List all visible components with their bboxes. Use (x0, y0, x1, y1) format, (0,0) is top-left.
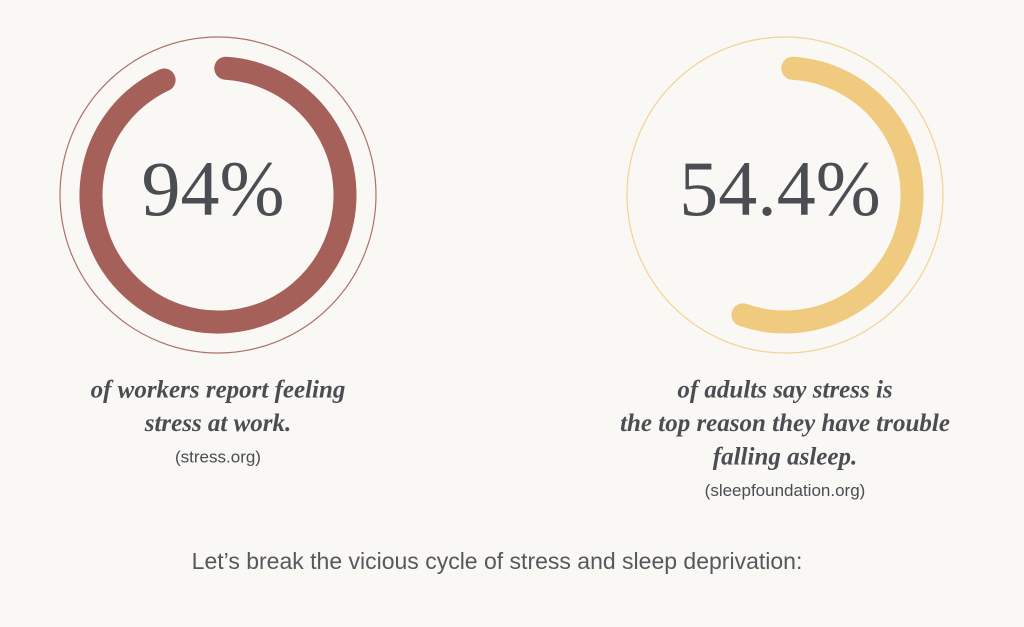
stat-label: stress at work. (144, 410, 292, 437)
ring-outline (626, 36, 944, 354)
progress-arc (731, 56, 924, 334)
stat-label: of adults say stress is (677, 377, 892, 404)
ring-outline (59, 36, 377, 354)
footer-text: Let’s break the vicious cycle of stress … (192, 548, 803, 574)
stat-source: (sleepfoundation.org) (705, 481, 866, 500)
stat-value: 94% (142, 145, 285, 232)
stat-source: (stress.org) (175, 447, 261, 466)
stat-label: the top reason they have trouble (620, 410, 950, 437)
stat-label: of workers report feeling (91, 377, 346, 404)
stat-value: 54.4% (679, 145, 880, 232)
progress-arc (79, 56, 357, 334)
stat-label: falling asleep. (713, 444, 857, 471)
